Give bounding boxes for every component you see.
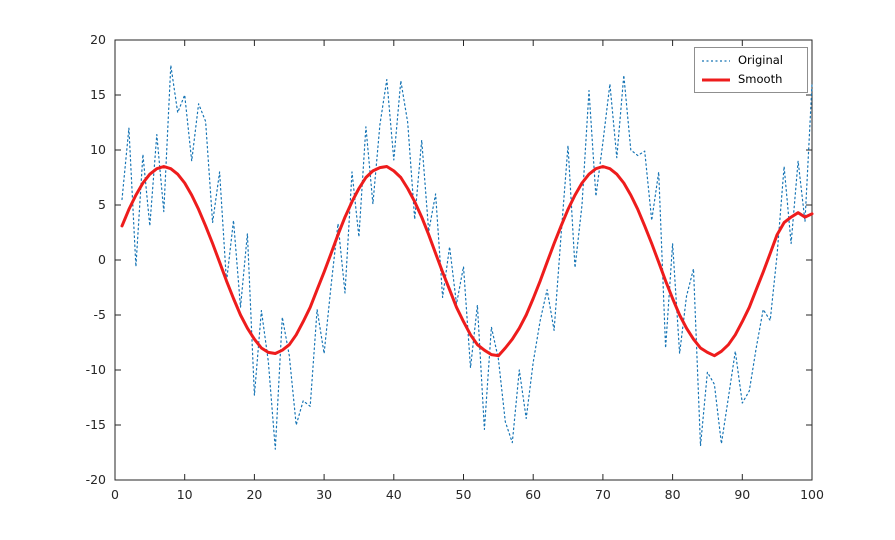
x-tick-label: 20 (246, 487, 262, 502)
legend-line-smooth-icon (702, 78, 730, 81)
legend-label-original: Original (738, 52, 784, 67)
y-tick-label: 5 (98, 197, 106, 212)
legend: Original Smooth (694, 47, 808, 93)
legend-item-smooth: Smooth (701, 70, 801, 89)
y-tick-label: 15 (90, 87, 106, 102)
y-tick-label: -10 (86, 362, 106, 377)
x-tick-label: 90 (734, 487, 750, 502)
x-tick-label: 0 (111, 487, 119, 502)
legend-label-smooth: Smooth (738, 71, 783, 86)
x-tick-label: 80 (665, 487, 681, 502)
series-original-line (121, 64, 813, 450)
x-tick-label: 40 (386, 487, 402, 502)
x-tick-label: 10 (177, 487, 193, 502)
x-tick-label: 30 (316, 487, 332, 502)
x-tick-label: 100 (800, 487, 824, 502)
x-tick-label: 70 (595, 487, 611, 502)
y-tick-label: -5 (94, 307, 106, 322)
x-tick-label: 60 (525, 487, 541, 502)
y-tick-label: 10 (90, 142, 106, 157)
x-tick-label: 50 (456, 487, 472, 502)
legend-item-original: Original (701, 51, 801, 70)
legend-line-original-icon (702, 59, 730, 62)
y-tick-label: 0 (98, 252, 106, 267)
y-tick-label: -15 (86, 417, 106, 432)
y-tick-label: 20 (90, 32, 106, 47)
y-tick-label: -20 (86, 472, 106, 487)
series-smooth-line (120, 165, 814, 358)
